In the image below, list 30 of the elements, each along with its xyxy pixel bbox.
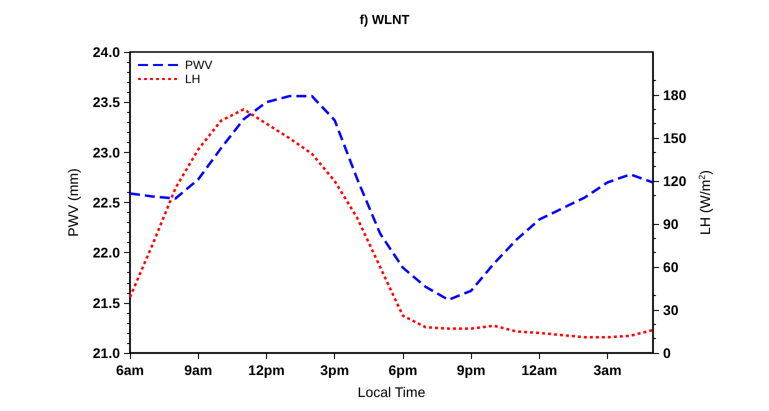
- y-tick-label: 24.0: [92, 44, 120, 60]
- y2-tick-label: 150: [663, 130, 687, 146]
- x-axis-title: Local Time: [358, 384, 426, 400]
- legend-label: LH: [185, 72, 200, 86]
- y-axis-title: PWV (mm): [65, 168, 81, 237]
- legend-label: PWV: [185, 58, 212, 72]
- x-tick-label: 6am: [116, 362, 144, 378]
- x-tick-label: 6pm: [388, 362, 418, 378]
- chart-title: f) WLNT: [360, 12, 410, 27]
- y-tick-label: 21.5: [92, 294, 120, 311]
- y2-tick-label: 30: [663, 302, 679, 318]
- line-series: [128, 94, 654, 302]
- x-tick-label: 3pm: [320, 362, 350, 378]
- y2-tick-label: 180: [663, 87, 687, 103]
- y-tick-label: 23.5: [92, 94, 120, 110]
- y2-tick-label: 0: [663, 345, 671, 361]
- y2-tick-label: 90: [663, 216, 679, 232]
- y2-tick-label: 60: [663, 259, 679, 275]
- y-tick-label: 21.0: [92, 345, 120, 361]
- x-tick-label: 12am: [521, 362, 558, 378]
- x-tick-label: 9pm: [456, 362, 486, 378]
- y-tick-label: 22.0: [92, 244, 120, 261]
- x-tick-label: 12pm: [248, 362, 285, 378]
- y2-tick-label: 120: [663, 173, 687, 189]
- line-series: [128, 108, 654, 338]
- y-tick-label: 23.0: [92, 144, 120, 160]
- y2-axis-title: LH (W/m2): [696, 170, 713, 235]
- x-tick-label: 9am: [184, 362, 212, 378]
- y-tick-label: 22.5: [92, 194, 120, 210]
- x-tick-label: 3am: [594, 362, 622, 378]
